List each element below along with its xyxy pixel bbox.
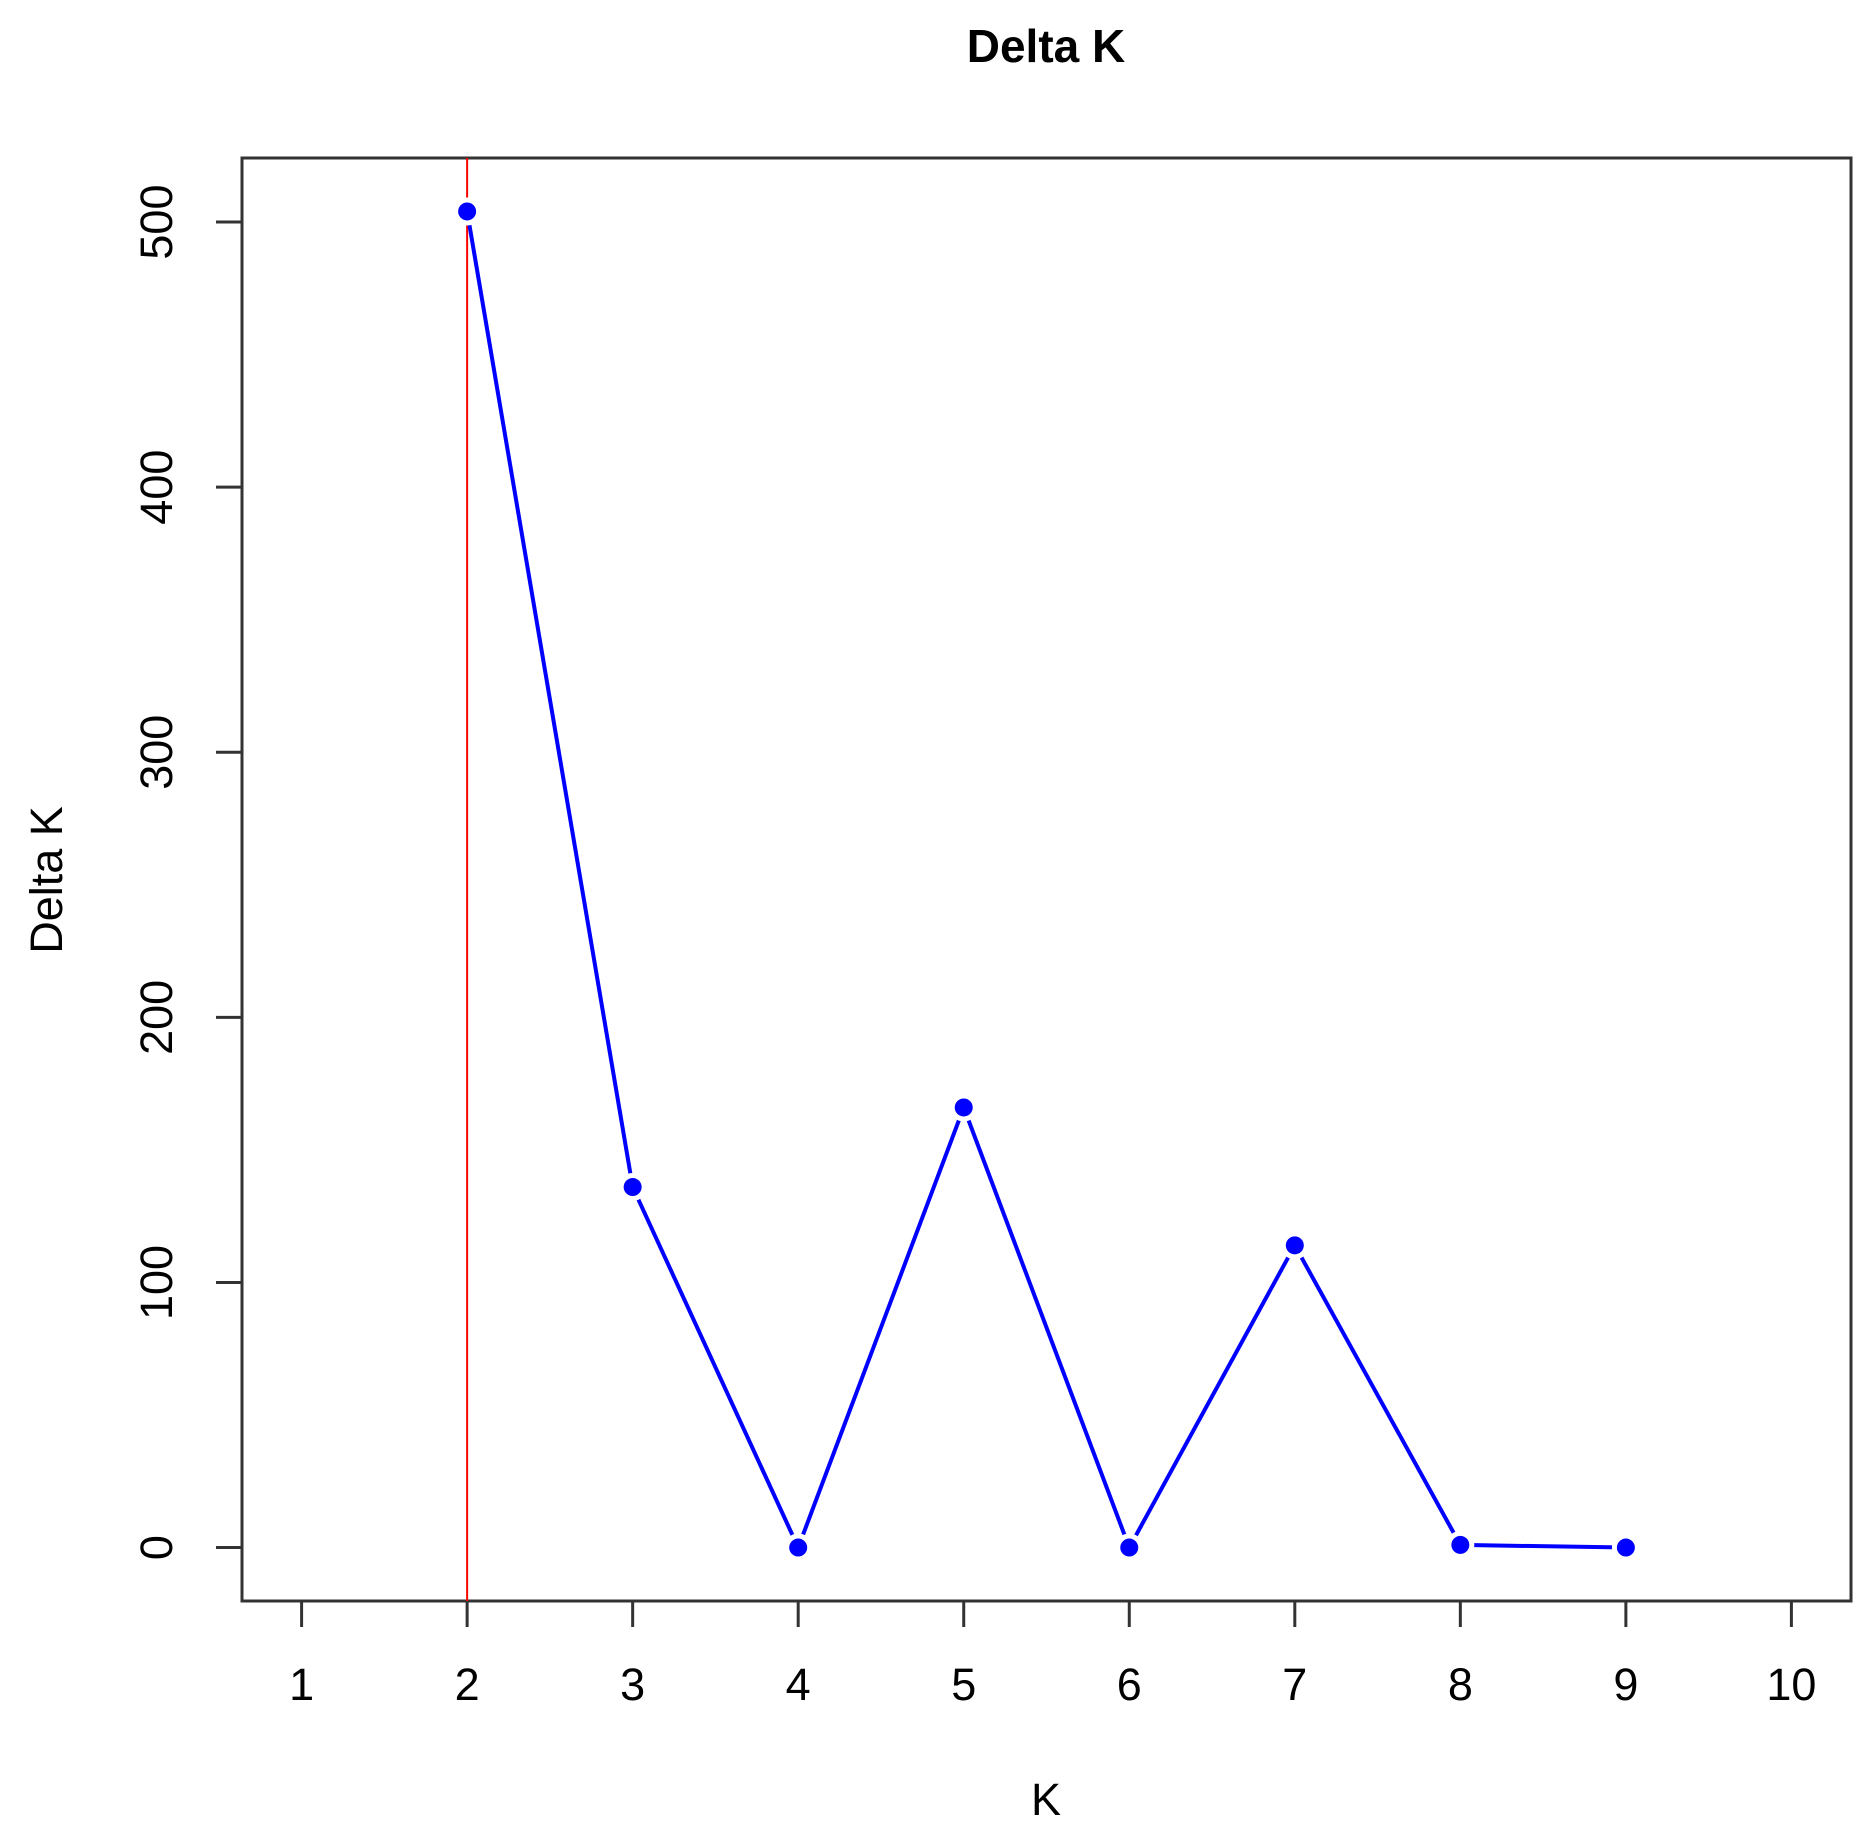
plot-frame [240, 156, 1853, 1603]
data-point [784, 1533, 813, 1562]
x-tick-label: 1 [289, 1659, 314, 1710]
data-point [949, 1093, 978, 1122]
data-line [465, 211, 1626, 1553]
x-tick-label: 6 [1117, 1659, 1142, 1710]
data-point [1115, 1533, 1144, 1562]
x-tick-label: 3 [620, 1659, 645, 1710]
x-tick-label: 10 [1766, 1659, 1816, 1710]
x-tick-label: 7 [1282, 1659, 1307, 1710]
x-tick-label: 2 [455, 1659, 480, 1710]
y-tick-label: 200 [131, 980, 182, 1055]
data-point [1611, 1533, 1640, 1562]
y-tick-label: 300 [131, 715, 182, 790]
data-point [618, 1173, 647, 1202]
y-tick-label: 100 [131, 1245, 182, 1320]
x-tick-label: 5 [951, 1659, 976, 1710]
chart-title: Delta K [967, 20, 1125, 72]
data-point [1446, 1530, 1475, 1559]
y-axis-label: Delta K [21, 806, 72, 954]
x-tick-label: 4 [786, 1659, 811, 1710]
y-tick-label: 500 [131, 185, 182, 260]
y-tick-label: 400 [131, 450, 182, 525]
y-tick-label: 0 [131, 1535, 182, 1560]
data-point [1280, 1231, 1309, 1260]
x-tick-label: 9 [1613, 1659, 1638, 1710]
data-point [453, 197, 482, 226]
x-axis-label: K [1031, 1774, 1061, 1825]
x-tick-label: 8 [1448, 1659, 1473, 1710]
